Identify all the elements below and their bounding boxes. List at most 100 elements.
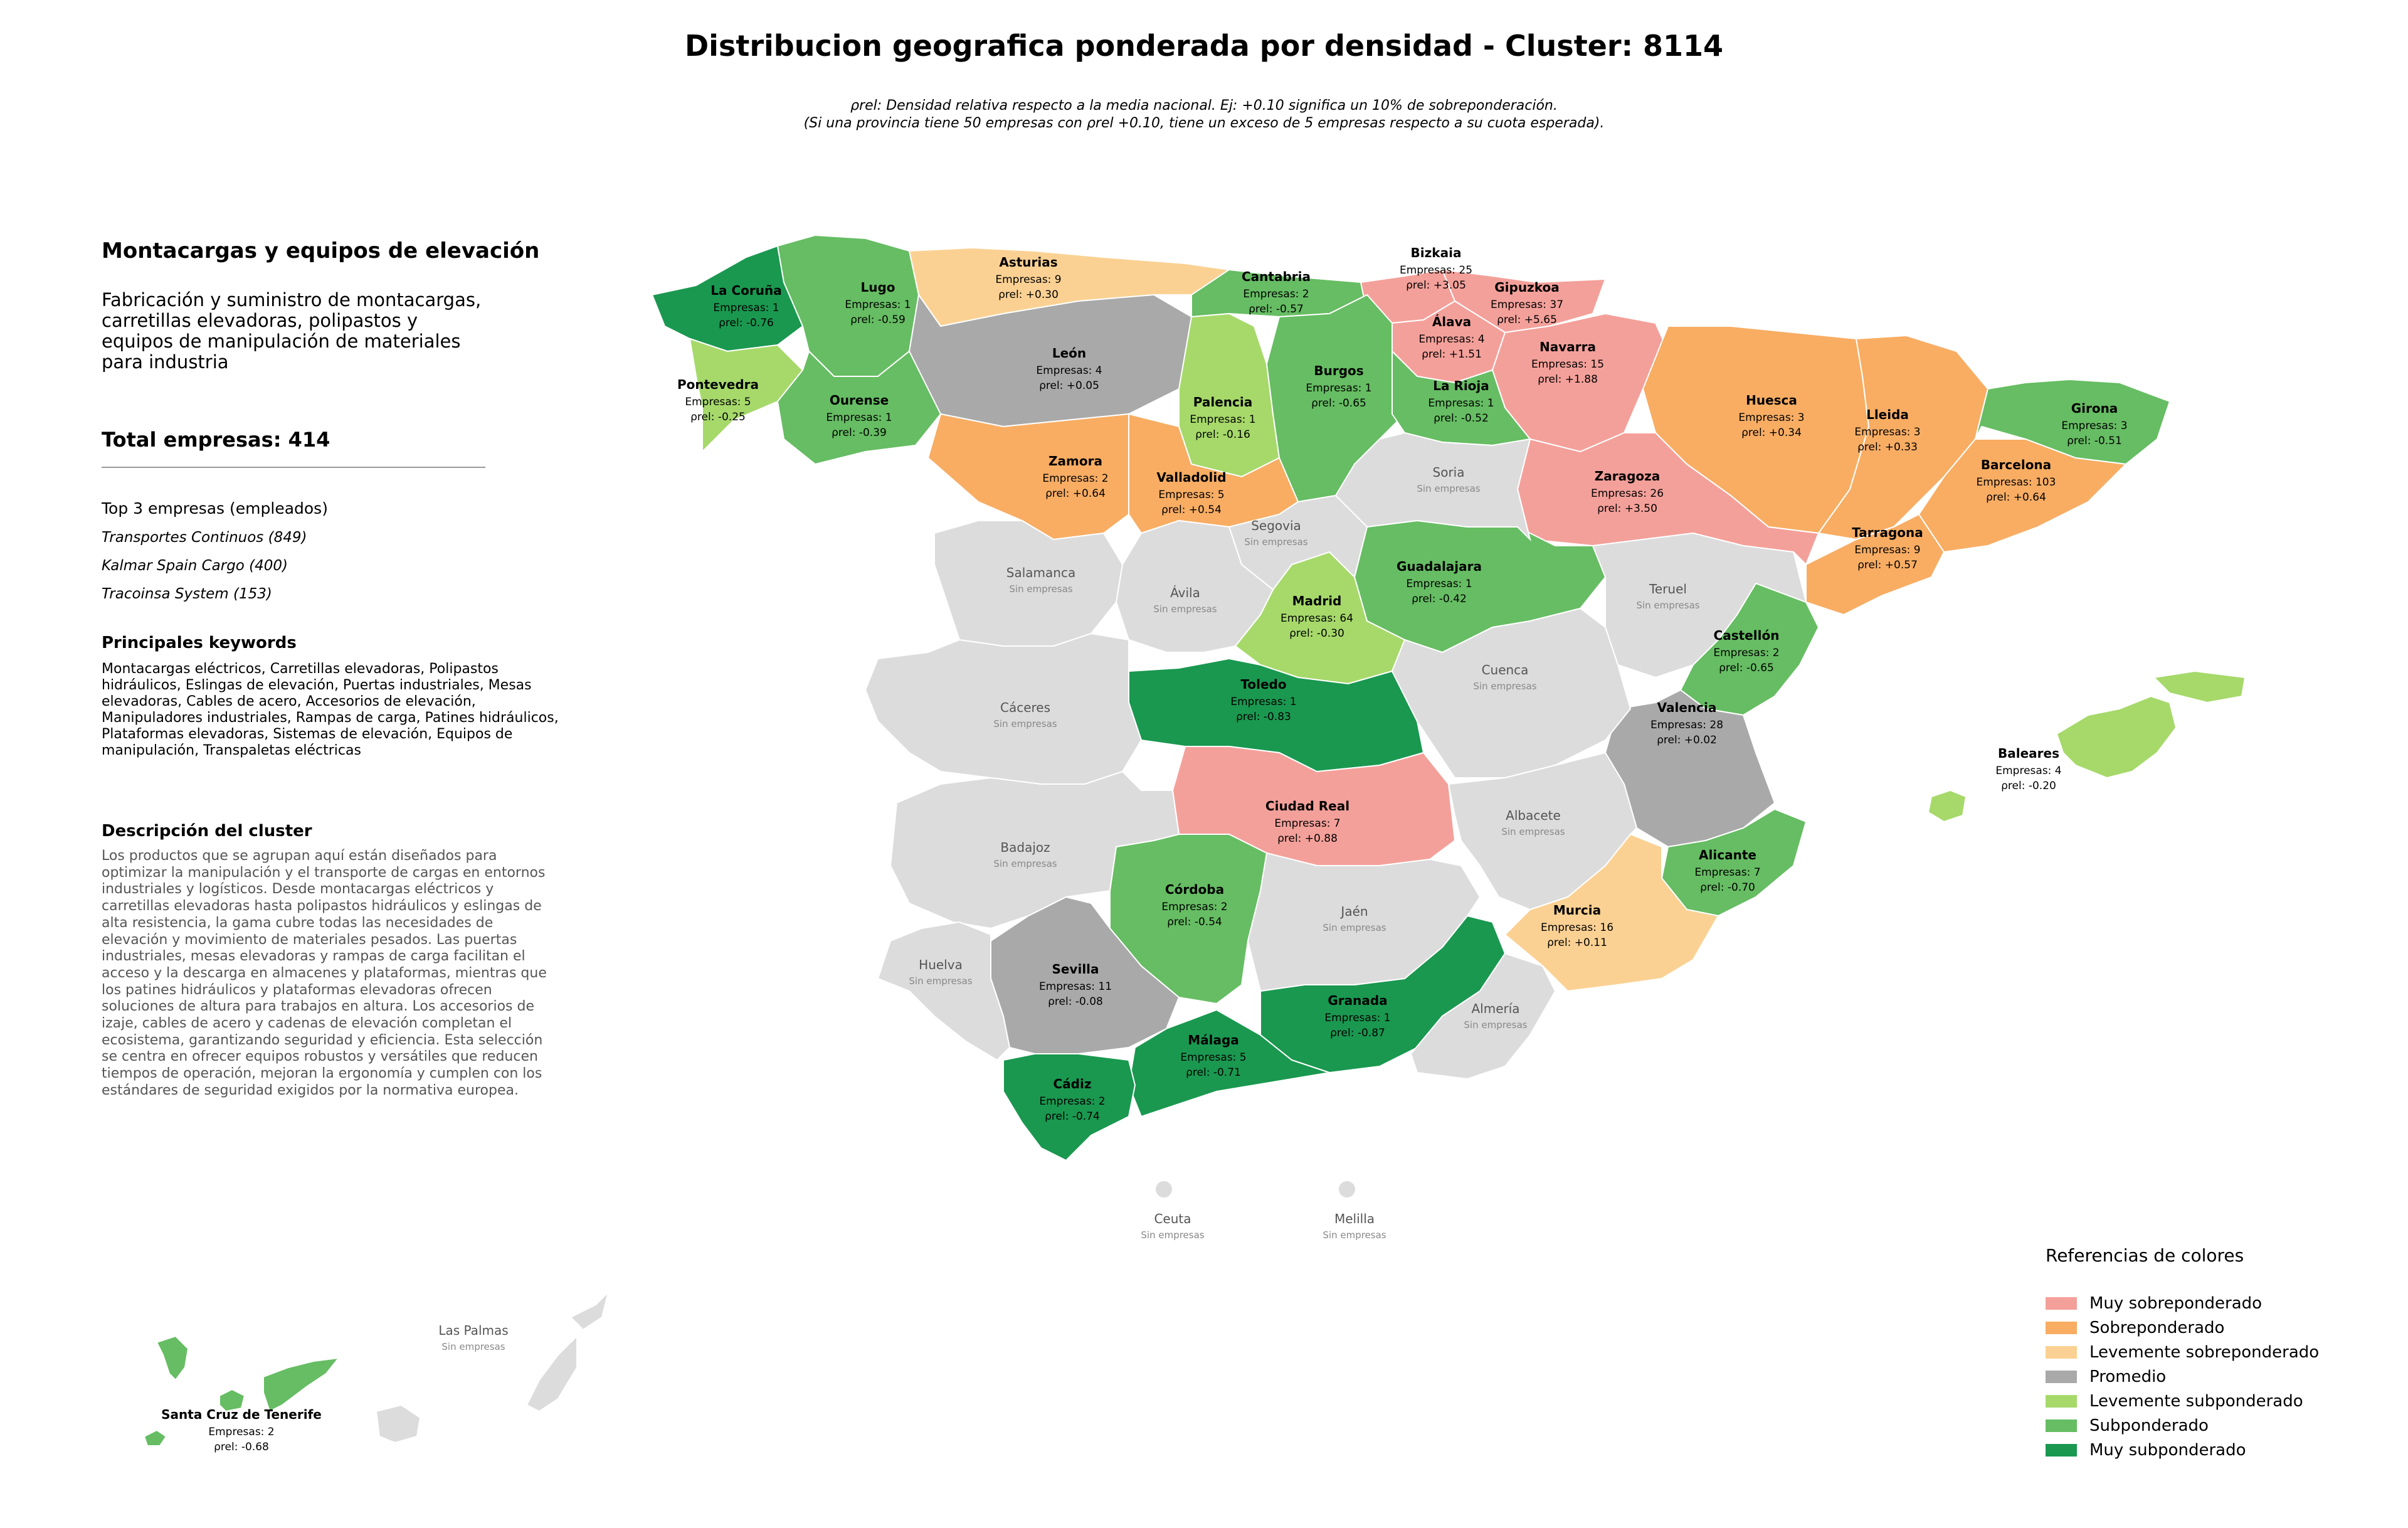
province-rho-label: ρrel: +0.88 [1277, 832, 1338, 845]
province-companies-label: Empresas: 25 [1400, 264, 1472, 277]
density-example-note: (Si una provincia tiene 50 empresas con … [803, 115, 1605, 131]
province-name-label: Lugo [860, 280, 895, 295]
province-rho-label: ρrel: -0.52 [1434, 412, 1489, 425]
province-name-label: Ciudad Real [1265, 798, 1349, 814]
empty-province-name-label: Ceuta [1154, 1211, 1191, 1226]
empty-province-name-label: Teruel [1649, 581, 1687, 597]
empty-province-status-label: Sin empresas [1473, 681, 1536, 692]
province-companies-label: Empresas: 7 [1274, 817, 1340, 830]
province-companies-label: Empresas: 5 [685, 396, 751, 408]
empty-province-name-label: Jaén [1339, 904, 1368, 919]
province-santa-cruz-de-tenerife [143, 1335, 341, 1446]
legend-label: Levemente subponderado [2089, 1391, 2303, 1411]
province-companies-label: Empresas: 4 [1036, 364, 1102, 377]
legend-title: Referencias de colores [2046, 1245, 2244, 1266]
province-rho-label: ρrel: +5.65 [1497, 314, 1557, 326]
province-name-label: Palencia [1193, 395, 1252, 410]
empty-province-status-label: Sin empresas [1153, 603, 1217, 615]
province-name-label: Pontevedra [677, 377, 759, 392]
province-companies-label: Empresas: 1 [1428, 397, 1494, 410]
top-company-item: Kalmar Spain Cargo (400) [102, 558, 288, 574]
province-companies-label: Empresas: 16 [1541, 921, 1613, 934]
province-rho-label: ρrel: +0.11 [1547, 936, 1607, 949]
province-companies-label: Empresas: 1 [1324, 1012, 1390, 1024]
province-empty-huelva [877, 921, 1011, 1061]
province-companies-label: Empresas: 64 [1281, 612, 1353, 625]
legend-swatch [2046, 1370, 2077, 1383]
province-name-label: Valladolid [1156, 470, 1226, 485]
legend-item: Sobreponderado [2046, 1315, 2319, 1340]
province-rho-label: ρrel: +1.88 [1538, 373, 1598, 386]
province-companies-label: Empresas: 2 [1713, 647, 1779, 659]
province-rho-label: ρrel: +0.30 [998, 289, 1059, 301]
empty-province-status-label: Sin empresas [441, 1341, 505, 1352]
province-companies-label: Empresas: 4 [1418, 333, 1484, 346]
province-name-label: Granada [1328, 993, 1387, 1008]
empty-province-status-label: Sin empresas [1636, 600, 1699, 611]
map-title: Distribucion geografica ponderada por de… [685, 29, 1723, 63]
province-empty-cáceres [864, 632, 1143, 785]
legend-label: Subponderado [2089, 1416, 2209, 1435]
legend-item: Levemente sobreponderado [2046, 1340, 2319, 1364]
province-lleida [1817, 334, 1989, 541]
top-company-item: Tracoinsa System (153) [102, 586, 272, 602]
legend-label: Sobreponderado [2089, 1318, 2225, 1337]
cluster-subtitle: Fabricación y suministro de montacargas,… [102, 289, 482, 373]
description-text: Los productos que se agrupan aquí están … [102, 848, 547, 1098]
province-rho-label: ρrel: +0.34 [1741, 427, 1802, 439]
province-empty-melilla [1338, 1180, 1357, 1199]
province-name-label: Burgos [1314, 363, 1363, 378]
legend-item: Subponderado [2046, 1413, 2319, 1438]
province-empty-cuenca [1391, 607, 1632, 778]
legend-swatch [2046, 1321, 2077, 1334]
province-málaga [1127, 1009, 1330, 1118]
province-empty-ávila [1115, 519, 1274, 653]
province-companies-label: Empresas: 1 [845, 299, 911, 311]
province-name-label: Sevilla [1052, 962, 1099, 977]
province-rho-label: ρrel: -0.51 [2067, 435, 2122, 447]
empty-province-status-label: Sin empresas [993, 718, 1057, 730]
province-rho-label: ρrel: +0.05 [1039, 379, 1099, 392]
province-companies-label: Empresas: 2 [1039, 1095, 1105, 1108]
province-rho-label: ρrel: -0.71 [1186, 1066, 1241, 1079]
divider [102, 467, 485, 468]
province-rho-label: ρrel: -0.57 [1249, 303, 1304, 316]
province-companies-label: Empresas: 2 [1243, 288, 1309, 300]
empty-province-status-label: Sin empresas [1417, 483, 1480, 494]
density-note: ρrel: Densidad relativa respecto a la me… [850, 98, 1558, 114]
legend-swatch [2046, 1394, 2077, 1408]
empty-province-status-label: Sin empresas [1323, 922, 1386, 933]
province-name-label: La Coruña [710, 283, 781, 298]
province-rho-label: ρrel: -0.16 [1195, 428, 1250, 441]
empty-province-name-label: Cáceres [1000, 700, 1050, 715]
top-companies-title: Top 3 empresas (empleados) [102, 499, 328, 517]
province-zamora [927, 413, 1129, 541]
empty-province-name-label: Salamanca [1006, 565, 1075, 580]
province-shapes [143, 234, 2246, 1446]
province-companies-label: Empresas: 1 [713, 302, 779, 314]
province-labels: La Coruña Empresas: 1 ρrel: -0.76 Lugo Empre… [161, 245, 2127, 1453]
empty-province-name-label: Almería [1471, 1001, 1519, 1016]
province-companies-label: Empresas: 1 [1190, 413, 1255, 426]
province-zaragoza [1516, 432, 1820, 566]
province-name-label: Valencia [1657, 700, 1717, 715]
province-name-label: Álava [1432, 314, 1471, 329]
legend-item: Promedio [2046, 1364, 2319, 1389]
color-legend: Referencias de colores Muy sobreponderad… [2046, 1245, 2319, 1462]
province-empty-soria [1334, 432, 1531, 542]
province-rho-label: ρrel: +0.64 [1986, 491, 2046, 504]
province-companies-label: Empresas: 1 [1306, 382, 1371, 395]
empty-province-status-label: Sin empresas [909, 975, 972, 987]
province-rho-label: ρrel: -0.65 [1311, 397, 1366, 410]
province-name-label: Alicante [1699, 847, 1756, 862]
province-rho-label: ρrel: -0.20 [2001, 780, 2056, 792]
legend-item: Muy sobreponderado [2046, 1291, 2319, 1315]
province-rho-label: ρrel: -0.25 [690, 411, 746, 423]
province-name-label: Cantabria [1242, 269, 1311, 284]
province-empty-badajoz [889, 770, 1180, 930]
legend-label: Muy sobreponderado [2089, 1293, 2263, 1313]
empty-province-name-label: Soria [1433, 465, 1465, 480]
legend-swatch [2046, 1345, 2077, 1359]
province-rho-label: ρrel: +0.57 [1857, 559, 1918, 571]
province-empty-ceuta [1154, 1180, 1174, 1199]
